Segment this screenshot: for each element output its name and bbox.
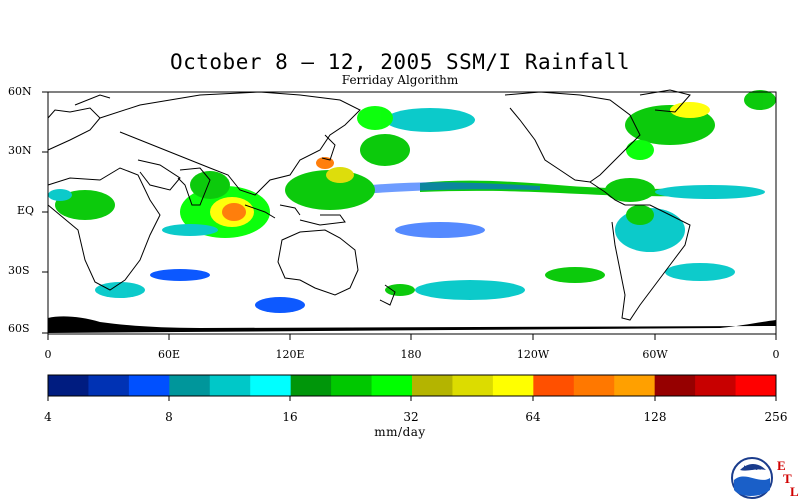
colorbar-swatch bbox=[533, 375, 575, 396]
rain-africa-east bbox=[48, 189, 72, 201]
rain-bay-bengal bbox=[190, 171, 230, 199]
logo-letter-e: E bbox=[777, 458, 786, 473]
rain-wpac-core bbox=[326, 167, 354, 183]
lon-label-180: 180 bbox=[400, 348, 422, 361]
rain-kuroshio bbox=[360, 134, 410, 166]
rainfall-map bbox=[42, 89, 777, 340]
coast-asia bbox=[99, 91, 361, 196]
colorbar-swatch bbox=[250, 375, 292, 396]
colorbar-swatch bbox=[371, 375, 413, 396]
lon-label-60e: 60E bbox=[157, 348, 181, 361]
colorbar-label-8: 8 bbox=[165, 410, 173, 424]
logo-letter-l: L bbox=[790, 484, 799, 499]
rain-sw-indian bbox=[162, 224, 218, 236]
colorbar-swatch bbox=[735, 375, 777, 396]
noaa-logo: NOAA bbox=[731, 457, 773, 499]
rain-s-ocean-2 bbox=[385, 284, 415, 296]
colorbar-swatch bbox=[452, 375, 494, 396]
colorbar-ticks bbox=[47, 396, 777, 401]
coastlines bbox=[47, 89, 691, 321]
lat-label-60n: 60N bbox=[8, 85, 32, 98]
lat-label-30s: 30S bbox=[8, 264, 30, 277]
coast-nz bbox=[379, 284, 396, 306]
rain-spcz bbox=[395, 222, 485, 238]
coast-europe bbox=[47, 94, 111, 151]
colorbar-swatch bbox=[695, 375, 737, 396]
rain-nw-pacific bbox=[357, 106, 393, 130]
colorbar-swatch bbox=[412, 375, 453, 396]
antarctica bbox=[48, 316, 776, 333]
colorbar-label-16: 16 bbox=[282, 410, 298, 424]
colorbar-label-4: 4 bbox=[44, 410, 52, 424]
rainfall-field bbox=[48, 90, 776, 313]
rain-atlantic-itcz bbox=[655, 185, 765, 199]
lat-label-60s: 60S bbox=[8, 322, 30, 335]
rain-s-pacific-1 bbox=[415, 280, 525, 300]
lon-label-0-east: 0 bbox=[772, 348, 780, 361]
colorbar-swatch bbox=[290, 375, 332, 396]
colorbar-label-32: 32 bbox=[403, 410, 419, 424]
lon-label-120w: 120W bbox=[516, 348, 550, 361]
colorbar-swatch bbox=[209, 375, 251, 396]
colorbar-swatch bbox=[169, 375, 211, 396]
map-frame bbox=[47, 91, 777, 335]
rain-amazon-core bbox=[626, 205, 654, 225]
colorbar-frame bbox=[47, 374, 777, 397]
rain-s-pacific-2 bbox=[545, 267, 605, 283]
rain-gulf-stream bbox=[626, 140, 654, 160]
colorbar-swatch bbox=[331, 375, 373, 396]
colorbar-label-256: 256 bbox=[764, 410, 788, 424]
colorbar-swatch bbox=[492, 375, 534, 396]
coast-africa bbox=[47, 167, 161, 291]
colorbar bbox=[48, 375, 777, 396]
rain-s-indian bbox=[150, 269, 210, 281]
coast-south-america bbox=[611, 204, 691, 321]
logo-letter-t: T bbox=[783, 471, 792, 486]
colorbar-unit: mm/day bbox=[374, 425, 426, 439]
lon-label-120e: 120E bbox=[275, 348, 305, 361]
noaa-logo-text: NOAA bbox=[743, 466, 760, 472]
lat-label-eq: EQ bbox=[17, 204, 35, 217]
coast-central-america bbox=[589, 181, 626, 206]
colorbar-label-64: 64 bbox=[525, 410, 541, 424]
rain-s-pacific-3 bbox=[665, 263, 735, 281]
coast-australia bbox=[277, 229, 359, 296]
colorbar-swatch bbox=[128, 375, 170, 396]
rain-itcz-pacific-blue bbox=[360, 182, 540, 194]
colorbar-swatch bbox=[614, 375, 656, 396]
rain-s-atlantic bbox=[95, 282, 145, 298]
colorbar-swatch bbox=[573, 375, 615, 396]
lon-label-60w: 60W bbox=[642, 348, 668, 361]
lon-ticks bbox=[47, 334, 777, 340]
rain-s-ocean-1 bbox=[255, 297, 305, 313]
rain-north-pacific bbox=[385, 108, 475, 132]
lat-ticks bbox=[42, 91, 48, 334]
colorbar-swatch bbox=[88, 375, 130, 396]
colorbar-swatch bbox=[654, 375, 696, 396]
lon-label-0: 0 bbox=[44, 348, 52, 361]
lat-label-30n: 30N bbox=[8, 144, 32, 157]
map-subtitle: Ferriday Algorithm bbox=[341, 73, 459, 87]
rain-n-atlantic-core bbox=[670, 102, 710, 118]
rain-wpac bbox=[285, 170, 375, 210]
rain-atlantic-storm bbox=[744, 90, 776, 110]
colorbar-swatch bbox=[48, 375, 89, 396]
coast-arabia bbox=[137, 159, 181, 191]
map-title: October 8 – 12, 2005 SSM/I Rainfall bbox=[169, 50, 630, 74]
rain-caribbean bbox=[605, 178, 655, 202]
coast-india bbox=[177, 167, 211, 206]
coast-japan bbox=[321, 134, 336, 161]
rain-indian-peak bbox=[222, 203, 246, 221]
coast-north-america bbox=[504, 91, 641, 183]
colorbar-label-128: 128 bbox=[643, 410, 667, 424]
coast-indonesia bbox=[244, 204, 346, 226]
